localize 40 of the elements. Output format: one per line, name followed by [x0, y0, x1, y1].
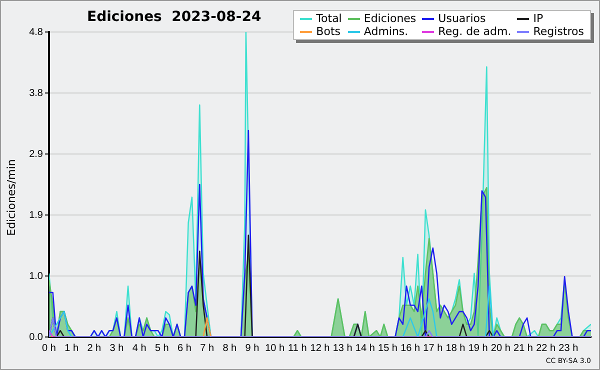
- x-tick-label: 10 h: [265, 342, 285, 354]
- x-tick-label: 4 h: [132, 342, 146, 354]
- chart-title: Ediciones 2023-08-24: [87, 9, 262, 25]
- x-tick-label: 13 h: [332, 342, 352, 354]
- x-tick-label: 20 h: [490, 342, 510, 354]
- legend-label: IP: [533, 12, 544, 25]
- x-tick-label: 21 h: [514, 342, 533, 354]
- x-tick-label: 0 h: [42, 342, 56, 354]
- x-tick-label: 19 h: [468, 342, 488, 354]
- x-tick-label: 3 h: [110, 342, 124, 354]
- x-tick-label: 22 h: [536, 342, 556, 354]
- y-axis-title: Ediciones/min: [4, 159, 18, 236]
- x-tick-label: 8 h: [222, 342, 237, 354]
- y-tick-label: 4.8: [29, 26, 44, 38]
- x-tick-label: 1 h: [64, 342, 79, 354]
- legend-label: Admins.: [364, 25, 408, 38]
- x-tick-label: 23 h: [558, 342, 578, 354]
- x-tick-label: 6 h: [178, 342, 192, 354]
- x-tick-label: 15 h: [378, 342, 398, 354]
- x-tick-label: 2 h: [87, 342, 102, 354]
- y-tick-label: 0.0: [29, 332, 44, 343]
- legend-label: Ediciones: [364, 12, 416, 25]
- x-tick-label: 18 h: [446, 342, 466, 354]
- y-tick-label: 1.0: [29, 270, 44, 282]
- x-tick-label: 11 h: [288, 342, 307, 354]
- x-tick-label: 16 h: [400, 342, 420, 354]
- x-tick-label: 9 h: [245, 342, 260, 354]
- x-tick-label: 17 h: [423, 342, 443, 354]
- legend-label: Bots: [316, 25, 340, 38]
- x-tick-label: 14 h: [355, 342, 375, 354]
- x-tick-label: 5 h: [154, 342, 169, 354]
- x-tick-label: 7 h: [200, 342, 214, 354]
- legend-label: Registros: [533, 25, 584, 38]
- legend-label: Usuarios: [438, 12, 486, 25]
- y-tick-label: 2.9: [29, 148, 44, 160]
- x-tick-label: 12 h: [310, 342, 330, 354]
- legend-label: Reg. de adm.: [438, 25, 512, 38]
- legend-label: Total: [316, 12, 342, 25]
- y-tick-label: 1.9: [29, 210, 44, 221]
- y-tick-label: 3.8: [29, 88, 44, 99]
